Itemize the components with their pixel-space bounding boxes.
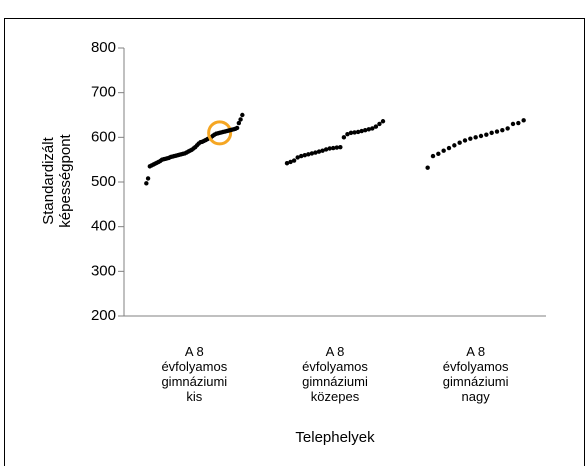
dot [291, 158, 297, 163]
dot [366, 127, 371, 132]
dot [359, 128, 364, 134]
x-tick-label: A 8 évfolyamos gimnáziumi kis [161, 344, 228, 404]
dot [452, 143, 457, 148]
x-axis-title: Telephelyek [295, 429, 375, 446]
dot [345, 132, 350, 137]
dot [462, 138, 468, 143]
y-tick-label: 600 [91, 128, 116, 145]
dot [516, 120, 521, 126]
dot [327, 146, 332, 151]
y-tick-label: 200 [91, 307, 116, 324]
dot [334, 145, 339, 150]
dot [473, 135, 478, 140]
dot [510, 121, 516, 127]
dot [373, 124, 379, 129]
dot [377, 121, 382, 127]
dot [299, 153, 304, 159]
y-tick-label: 400 [91, 218, 116, 235]
dot [363, 127, 368, 133]
dot [352, 130, 357, 135]
dot [441, 148, 446, 153]
frame [4, 18, 585, 466]
dot [489, 130, 494, 136]
x-tick-label: A 8 évfolyamos gimnáziumi közepes [302, 344, 368, 404]
dot [316, 149, 322, 154]
dot [338, 144, 343, 150]
dot [425, 165, 430, 170]
dot [446, 145, 452, 151]
y-axis-title: Standardizált képességpont [40, 134, 74, 228]
dot [323, 147, 329, 152]
dot [494, 129, 500, 134]
dot [238, 117, 243, 122]
dot [234, 125, 240, 131]
dot [380, 119, 386, 124]
dot [355, 129, 361, 135]
dot [302, 153, 307, 158]
dot [436, 151, 441, 157]
y-tick-label: 700 [91, 84, 116, 101]
dot [288, 159, 293, 165]
dot [348, 130, 354, 136]
dot [500, 127, 505, 133]
dot [521, 118, 526, 123]
dot [457, 140, 462, 145]
x-tick-label: A 8 évfolyamos gimnáziumi nagy [442, 344, 509, 404]
dot [478, 133, 484, 139]
dot [370, 126, 375, 131]
dot [505, 126, 510, 131]
dot [331, 145, 336, 151]
dot [240, 112, 245, 118]
dot [295, 155, 300, 160]
dot [313, 150, 318, 155]
dot [468, 136, 473, 141]
dot [145, 176, 151, 181]
dot [320, 148, 325, 153]
highlight-ring [207, 120, 233, 146]
dot [430, 153, 436, 159]
y-tick-label: 300 [91, 262, 116, 279]
dot [306, 152, 311, 157]
y-tick-label: 800 [91, 39, 116, 56]
y-tick-label: 500 [91, 173, 116, 190]
dot [484, 132, 489, 137]
dot [341, 135, 347, 140]
dot [284, 161, 290, 166]
dot [309, 151, 315, 156]
dot [144, 181, 149, 186]
dot [236, 120, 242, 126]
